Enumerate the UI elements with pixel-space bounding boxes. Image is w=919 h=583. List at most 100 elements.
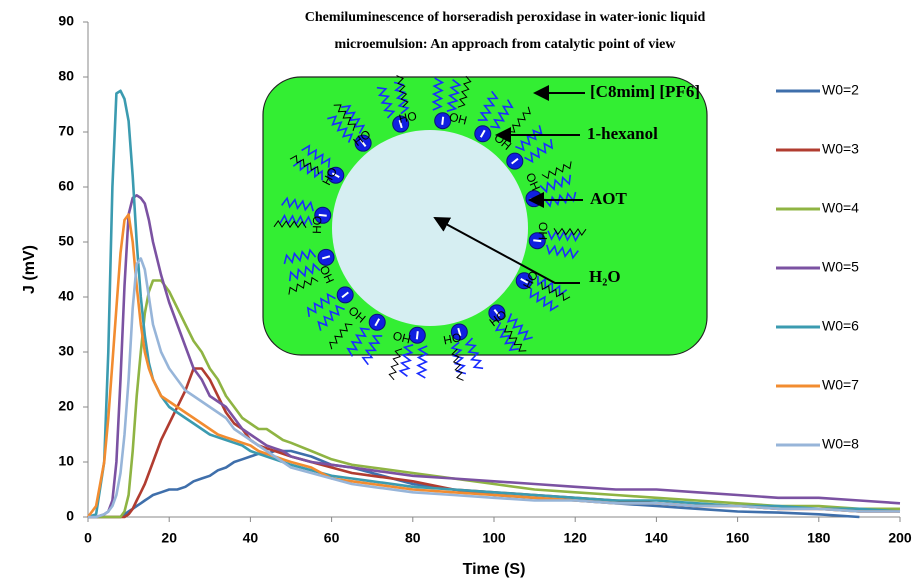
aot-tail xyxy=(506,313,533,341)
hexanol-tail xyxy=(507,106,531,133)
x-tick-label: 60 xyxy=(324,530,340,546)
aot-charge xyxy=(441,116,445,125)
aot-tail xyxy=(346,327,370,357)
aot-charge xyxy=(318,213,327,217)
hexanol-tail xyxy=(396,75,409,108)
hexanol-tail xyxy=(289,154,319,174)
aot-charge xyxy=(415,331,419,340)
aot-charge xyxy=(511,157,519,165)
x-tick-label: 100 xyxy=(482,530,506,546)
x-tick-label: 80 xyxy=(405,530,421,546)
aot-charge xyxy=(374,318,381,327)
x-tick-label: 200 xyxy=(888,530,912,546)
aot-charge xyxy=(457,327,462,337)
x-tick-label: 180 xyxy=(807,530,831,546)
aot-tail xyxy=(529,288,559,312)
aot-charge xyxy=(533,239,542,243)
hexanol-tail xyxy=(273,219,307,229)
aot-tail xyxy=(398,344,414,377)
aot-tail xyxy=(415,345,429,379)
hexanol-tail xyxy=(457,75,472,108)
head-label: HO xyxy=(317,263,337,285)
x-tick-label: 140 xyxy=(645,530,669,546)
inset-label: H₂O xyxy=(589,267,621,286)
y-tick-label: 0 xyxy=(66,508,74,524)
head-label: HO xyxy=(398,109,418,126)
aot-tail xyxy=(446,79,462,112)
x-tick-label: 40 xyxy=(243,530,259,546)
legend-label: W0=8 xyxy=(822,436,859,452)
y-tick-label: 30 xyxy=(58,343,74,359)
aot-tail xyxy=(288,262,321,282)
head-label: OH xyxy=(523,171,543,193)
aot-tail xyxy=(546,244,579,260)
inset-label: AOT xyxy=(590,189,628,208)
series-line xyxy=(88,279,900,519)
y-tick-label: 10 xyxy=(58,453,74,469)
series-line xyxy=(87,89,901,519)
head-label: HO xyxy=(310,216,324,234)
aot-charge xyxy=(321,255,331,260)
inset-title: microemulsion: An approach from catalyti… xyxy=(334,37,676,52)
aot-tail xyxy=(477,90,499,121)
y-tick-label: 50 xyxy=(58,233,74,249)
x-axis-title: Time (S) xyxy=(463,561,526,578)
hexanol-tail xyxy=(288,276,319,295)
aot-tail xyxy=(464,337,484,370)
aot-tail xyxy=(490,99,514,129)
legend-label: W0=4 xyxy=(822,200,859,216)
aot-tail xyxy=(376,86,396,119)
aot-tail xyxy=(539,174,572,194)
hexanol-tail xyxy=(541,282,571,302)
aot-tail xyxy=(543,191,577,208)
head-label: OH xyxy=(536,222,550,240)
hexanol-tail xyxy=(333,104,357,131)
aot-tail xyxy=(292,159,323,181)
head-label: HO xyxy=(391,328,412,346)
aot-tail xyxy=(327,115,354,143)
hexanol-tail xyxy=(553,227,587,237)
aot-tail xyxy=(431,77,445,111)
water-core xyxy=(332,130,528,326)
aot-tail xyxy=(494,322,520,352)
inset-diagram: Chemiluminescence of horseradish peroxid… xyxy=(262,10,708,381)
legend-label: W0=2 xyxy=(822,82,859,98)
aot-tail xyxy=(317,304,345,331)
aot-tail xyxy=(524,138,554,164)
hexanol-tail xyxy=(451,348,464,381)
head-label: OH xyxy=(442,330,462,347)
inset-label: [C8mim] [PF6] xyxy=(590,82,700,101)
hexanol-tail xyxy=(329,323,353,350)
y-tick-label: 90 xyxy=(58,13,74,29)
series-line xyxy=(88,257,900,519)
x-tick-label: 120 xyxy=(564,530,588,546)
aot-charge xyxy=(398,119,403,129)
hexanol-tail xyxy=(541,161,572,180)
y-tick-label: 80 xyxy=(58,68,74,84)
legend-label: W0=7 xyxy=(822,377,859,393)
y-tick-label: 40 xyxy=(58,288,74,304)
aot-charge xyxy=(479,129,486,138)
label-arrow xyxy=(433,217,580,284)
head-label: OH xyxy=(448,110,469,128)
y-axis-title: J (mV) xyxy=(21,245,38,294)
aot-tail xyxy=(306,292,336,318)
aot-tail xyxy=(450,341,467,375)
hexanol-tail xyxy=(388,348,403,381)
legend-label: W0=5 xyxy=(822,259,859,275)
aot-tail xyxy=(393,81,410,115)
x-tick-label: 0 xyxy=(84,530,92,546)
inset-title: Chemiluminescence of horseradish peroxid… xyxy=(305,10,706,25)
legend-label: W0=6 xyxy=(822,318,859,334)
x-tick-label: 160 xyxy=(726,530,750,546)
inset-label: 1-hexanol xyxy=(587,124,658,143)
y-tick-label: 20 xyxy=(58,398,74,414)
hexanol-tail xyxy=(503,325,527,352)
y-tick-label: 70 xyxy=(58,123,74,139)
aot-charge xyxy=(359,139,367,147)
aot-tail xyxy=(340,104,366,134)
aot-charge xyxy=(341,291,349,299)
aot-tail xyxy=(361,335,383,366)
y-tick-label: 60 xyxy=(58,178,74,194)
